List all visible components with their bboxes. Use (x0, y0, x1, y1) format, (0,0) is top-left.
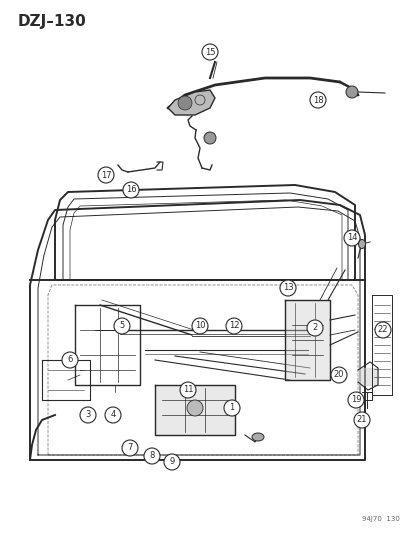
Text: 5: 5 (119, 321, 124, 330)
Text: 10: 10 (194, 321, 205, 330)
Circle shape (178, 96, 192, 110)
Circle shape (347, 392, 363, 408)
Circle shape (80, 407, 96, 423)
Circle shape (204, 132, 216, 144)
Circle shape (223, 400, 240, 416)
Text: 19: 19 (350, 395, 361, 405)
Text: 20: 20 (333, 370, 344, 379)
Text: 6: 6 (67, 356, 73, 365)
Circle shape (225, 318, 242, 334)
Text: 21: 21 (356, 416, 366, 424)
Circle shape (202, 44, 218, 60)
Text: 94J70  130: 94J70 130 (361, 516, 399, 522)
Ellipse shape (252, 433, 263, 441)
Circle shape (187, 400, 202, 416)
Text: DZJ–130: DZJ–130 (18, 14, 87, 29)
Text: 13: 13 (282, 284, 292, 293)
Circle shape (122, 440, 138, 456)
Text: 15: 15 (204, 47, 215, 56)
Polygon shape (168, 90, 214, 115)
Text: 1: 1 (229, 403, 234, 413)
Text: 16: 16 (126, 185, 136, 195)
Text: 4: 4 (110, 410, 115, 419)
Circle shape (374, 322, 390, 338)
Text: 2: 2 (312, 324, 317, 333)
Circle shape (180, 382, 195, 398)
Circle shape (306, 320, 322, 336)
Circle shape (309, 92, 325, 108)
Circle shape (144, 448, 159, 464)
Text: 22: 22 (377, 326, 387, 335)
Circle shape (343, 230, 359, 246)
Text: 8: 8 (149, 451, 154, 461)
Text: 17: 17 (100, 171, 111, 180)
Circle shape (345, 86, 357, 98)
Circle shape (192, 318, 207, 334)
Text: 3: 3 (85, 410, 90, 419)
Text: 14: 14 (346, 233, 356, 243)
Circle shape (279, 280, 295, 296)
Circle shape (353, 412, 369, 428)
Circle shape (123, 182, 139, 198)
Circle shape (98, 167, 114, 183)
Circle shape (105, 407, 121, 423)
Text: 9: 9 (169, 457, 174, 466)
Ellipse shape (358, 239, 365, 248)
Circle shape (62, 352, 78, 368)
Text: 7: 7 (127, 443, 133, 453)
Text: 11: 11 (182, 385, 193, 394)
Text: 18: 18 (312, 95, 323, 104)
Circle shape (114, 318, 130, 334)
Text: 12: 12 (228, 321, 239, 330)
Circle shape (330, 367, 346, 383)
Circle shape (164, 454, 180, 470)
